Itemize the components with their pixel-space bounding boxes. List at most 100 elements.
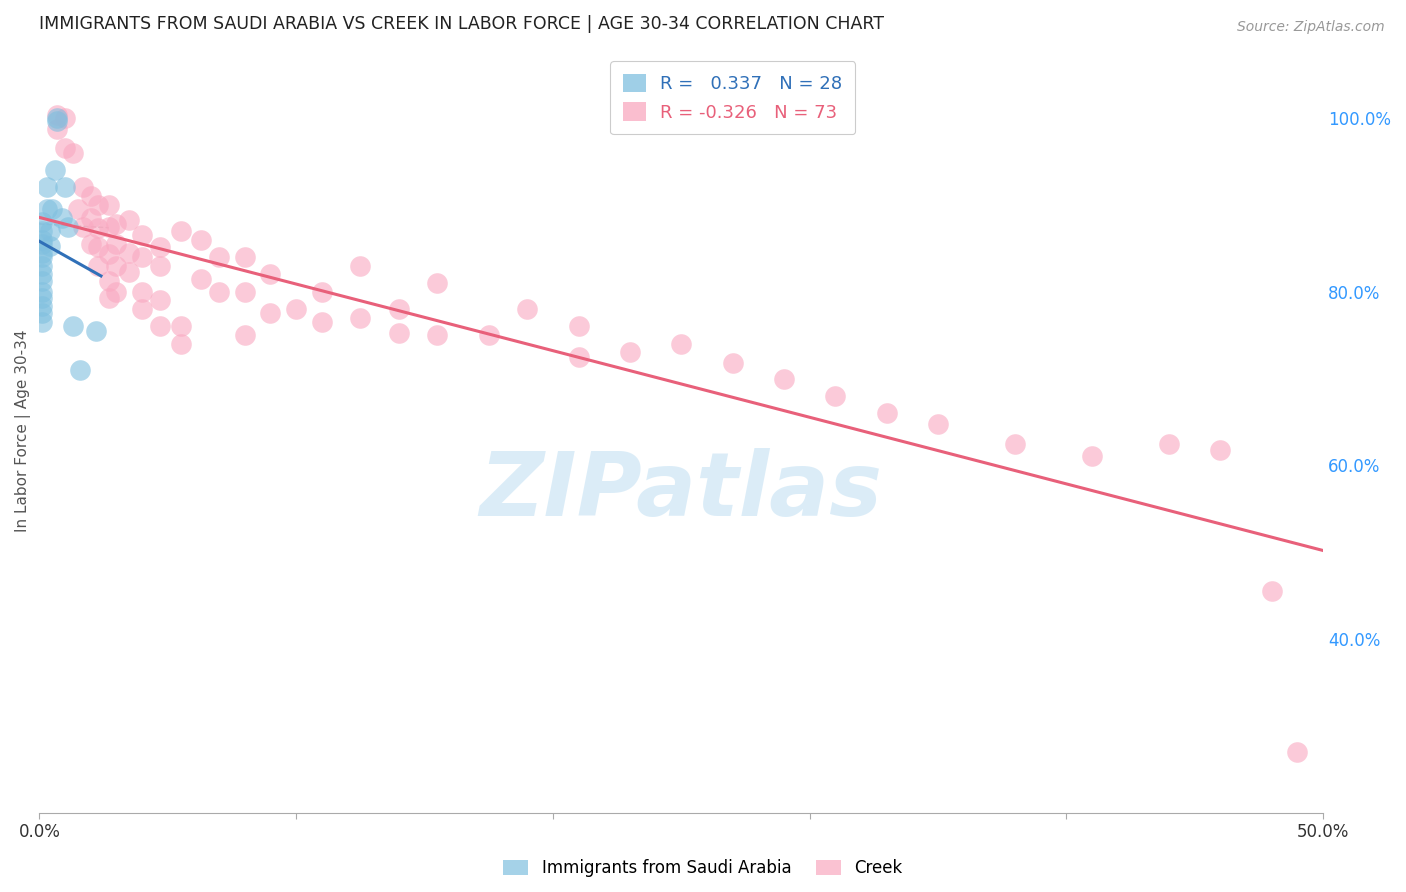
Point — [31, 259, 53, 273]
Point — [105, 285, 128, 299]
Point — [66, 202, 89, 216]
Point — [1157, 436, 1180, 450]
Point — [149, 319, 172, 334]
Point — [79, 236, 101, 251]
Point — [87, 198, 110, 212]
Point — [149, 239, 172, 253]
Point — [31, 250, 53, 264]
Point — [97, 219, 120, 234]
Y-axis label: In Labor Force | Age 30-34: In Labor Force | Age 30-34 — [15, 329, 31, 532]
Point — [53, 180, 76, 194]
Point — [259, 268, 281, 282]
Point — [105, 217, 128, 231]
Point — [31, 306, 53, 320]
Point — [1261, 583, 1284, 598]
Point — [824, 389, 846, 403]
Point — [190, 271, 212, 285]
Point — [169, 336, 191, 351]
Point — [46, 122, 69, 136]
Point — [62, 319, 84, 334]
Point — [31, 224, 53, 238]
Point — [46, 111, 69, 125]
Point — [876, 406, 898, 420]
Point — [35, 180, 58, 194]
Point — [51, 211, 73, 225]
Point — [97, 198, 120, 212]
Point — [62, 145, 84, 160]
Point — [46, 108, 69, 122]
Point — [311, 315, 333, 329]
Point — [87, 221, 110, 235]
Point — [87, 259, 110, 273]
Point — [169, 224, 191, 238]
Point — [1004, 436, 1026, 450]
Point — [927, 417, 949, 431]
Point — [349, 310, 371, 325]
Point — [41, 202, 63, 216]
Point — [31, 215, 53, 229]
Point — [149, 259, 172, 273]
Point — [97, 274, 120, 288]
Point — [478, 328, 501, 343]
Point — [118, 213, 141, 227]
Point — [31, 274, 53, 288]
Legend: R =   0.337   N = 28, R = -0.326   N = 73: R = 0.337 N = 28, R = -0.326 N = 73 — [610, 62, 855, 135]
Point — [31, 315, 53, 329]
Point — [118, 245, 141, 260]
Point — [31, 291, 53, 305]
Point — [349, 259, 371, 273]
Point — [619, 345, 641, 359]
Point — [233, 250, 256, 264]
Point — [31, 268, 53, 282]
Point — [311, 285, 333, 299]
Point — [105, 236, 128, 251]
Point — [31, 300, 53, 314]
Text: Source: ZipAtlas.com: Source: ZipAtlas.com — [1237, 20, 1385, 34]
Point — [44, 163, 66, 178]
Point — [87, 239, 110, 253]
Point — [567, 319, 589, 334]
Point — [285, 301, 308, 316]
Point — [105, 259, 128, 273]
Point — [567, 350, 589, 364]
Point — [671, 336, 693, 351]
Point — [131, 301, 153, 316]
Point — [1286, 745, 1309, 759]
Point — [97, 291, 120, 305]
Legend: Immigrants from Saudi Arabia, Creek: Immigrants from Saudi Arabia, Creek — [496, 853, 910, 884]
Point — [31, 236, 53, 251]
Point — [149, 293, 172, 308]
Point — [1209, 442, 1232, 457]
Point — [131, 228, 153, 243]
Point — [56, 219, 79, 234]
Point — [426, 276, 449, 290]
Point — [208, 285, 231, 299]
Point — [169, 319, 191, 334]
Point — [233, 328, 256, 343]
Point — [35, 202, 58, 216]
Point — [97, 247, 120, 261]
Point — [516, 301, 538, 316]
Point — [38, 224, 60, 238]
Text: ZIPatlas: ZIPatlas — [479, 449, 883, 535]
Point — [79, 189, 101, 203]
Point — [233, 285, 256, 299]
Point — [53, 111, 76, 125]
Point — [208, 250, 231, 264]
Point — [46, 114, 69, 128]
Point — [53, 141, 76, 155]
Point — [31, 233, 53, 247]
Point — [426, 328, 449, 343]
Point — [721, 356, 744, 370]
Point — [190, 233, 212, 247]
Point — [72, 219, 94, 234]
Point — [1081, 449, 1104, 463]
Point — [131, 250, 153, 264]
Point — [388, 301, 411, 316]
Point — [31, 245, 53, 260]
Point — [31, 285, 53, 299]
Point — [388, 326, 411, 340]
Point — [131, 285, 153, 299]
Point — [38, 238, 60, 252]
Text: IMMIGRANTS FROM SAUDI ARABIA VS CREEK IN LABOR FORCE | AGE 30-34 CORRELATION CHA: IMMIGRANTS FROM SAUDI ARABIA VS CREEK IN… — [39, 15, 884, 33]
